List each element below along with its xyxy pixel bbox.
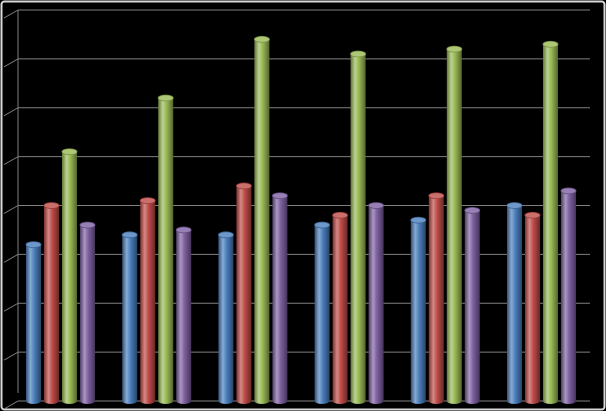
gridline [3,400,19,410]
bar-body [368,205,384,404]
bar-body [176,229,192,404]
bar-cap [542,40,559,48]
bar [61,148,78,404]
bar-body [62,151,77,404]
bar [446,45,463,404]
bar-cap [175,226,192,234]
bar-cap [25,241,42,249]
bar [410,216,427,404]
bar-body [26,244,42,404]
bar-cap [446,45,463,53]
gridline [3,253,19,263]
bar-cap [139,197,156,205]
bar [235,182,252,404]
bar-cap [428,192,445,200]
bar-body [525,215,540,404]
bar-body [122,234,138,404]
bar-body [218,234,234,404]
bar-cap [332,211,349,219]
bar-cap [464,206,481,214]
bar-cap [350,50,367,58]
bar [542,40,559,405]
bar-cap [506,202,523,209]
bar-body [428,195,444,404]
bar [428,192,445,404]
bar [332,211,349,404]
gridlines [3,9,590,410]
bar [350,50,367,405]
bar [139,197,156,404]
bar-body [446,49,462,404]
bar-body [561,190,576,404]
bar-body [507,205,522,404]
bar-cap [314,221,331,229]
bar-body [410,220,426,404]
bar-cap [235,182,252,190]
bar-cap [43,202,60,209]
bar-cap [157,94,174,102]
bars [25,35,577,405]
bar-cap [79,221,96,229]
gridline [3,9,19,19]
bar [217,231,234,404]
bar-cap [271,192,288,200]
bar [79,221,96,404]
bar [560,187,577,404]
bar-cap [121,231,138,239]
bar-body [350,53,366,405]
bar [506,202,523,404]
bar [271,192,288,404]
gridline [3,58,19,68]
bar [121,231,138,404]
bar-body [314,225,330,404]
bar-body [272,195,288,404]
bar-body [158,97,174,404]
bar-cap [368,202,385,209]
bar-body [44,205,59,404]
bar [253,35,270,404]
gridline [3,205,19,214]
gridline [3,351,19,361]
bar-body [543,44,558,405]
bar-body [80,225,95,404]
bar-body [236,185,252,404]
bar-cap [524,211,541,219]
bar [368,202,385,404]
bar [524,211,541,404]
bar-body [332,215,348,404]
bar-body [464,210,480,404]
bar [157,94,174,404]
bar [43,202,60,404]
bar [25,241,42,404]
bar-body [140,200,156,404]
bar-body [254,39,270,404]
bar-cap [253,35,270,43]
bar-cap [61,148,78,156]
bar-cap [410,216,427,224]
bar [314,221,331,404]
bar-cap [560,187,577,195]
gridline [3,302,19,312]
gridline [3,156,19,166]
bar-cap [217,231,234,239]
gridline [3,107,19,117]
bar [464,206,481,404]
bar [175,226,192,404]
